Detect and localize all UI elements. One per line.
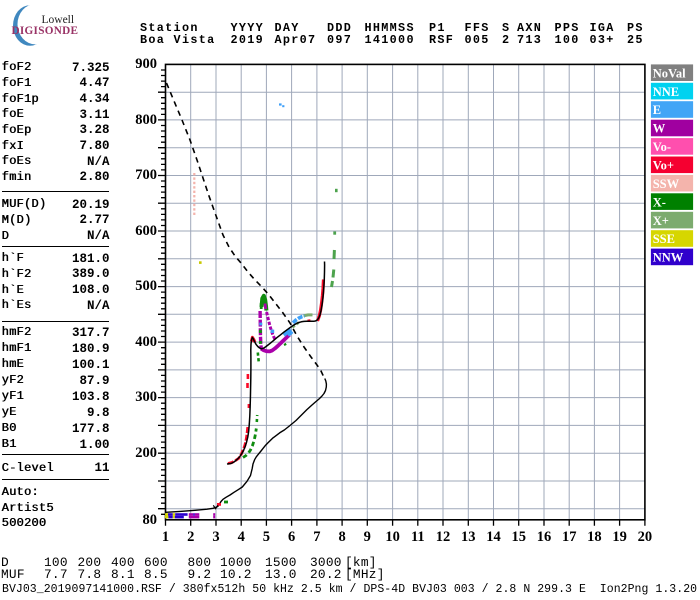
svg-text:E: E xyxy=(653,103,661,117)
svg-text:NNE: NNE xyxy=(653,85,679,99)
svg-text:X+: X+ xyxy=(653,214,669,228)
svg-text:W: W xyxy=(653,122,666,136)
svg-text:Vo+: Vo+ xyxy=(653,159,674,173)
svg-text:SSW: SSW xyxy=(653,177,680,191)
svg-text:SSE: SSE xyxy=(653,232,675,246)
svg-text:X-: X- xyxy=(653,195,666,209)
svg-text:NNW: NNW xyxy=(653,251,684,265)
svg-text:Vo-: Vo- xyxy=(653,140,671,154)
svg-text:NoVal: NoVal xyxy=(653,66,686,80)
